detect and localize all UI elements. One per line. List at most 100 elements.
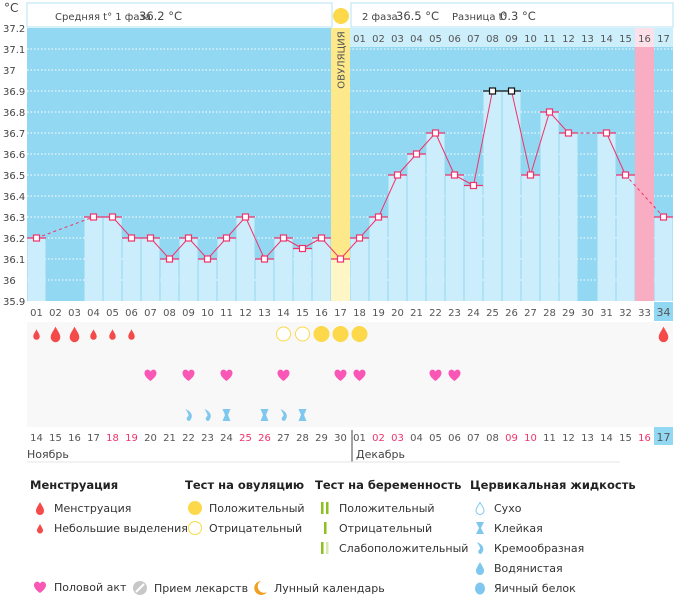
temperature-point — [526, 171, 535, 179]
temperature-bar — [597, 133, 616, 301]
legend-item: Небольшие выделения — [30, 518, 188, 538]
cycle-day-label: 07 — [144, 308, 157, 319]
temperature-bar — [122, 238, 141, 301]
phase2-day-strip — [350, 28, 673, 47]
y-tick-label: 36.7 — [3, 129, 25, 140]
date-label: 20 — [144, 433, 157, 444]
phase2-day-label: 14 — [600, 34, 613, 45]
legend-item: Менструация — [30, 498, 188, 518]
legend-item: Водянистая — [470, 558, 636, 578]
legend-label: Половой акт — [54, 580, 127, 594]
legend-label: Прием лекарств — [154, 581, 249, 595]
ovulation-test-negative-icon — [276, 326, 291, 342]
temperature-point — [488, 87, 497, 95]
temperature-point — [621, 171, 630, 179]
date-label: 11 — [543, 433, 556, 444]
legend-label: Положительный — [339, 501, 435, 515]
cycle-day-label: 27 — [524, 308, 537, 319]
temperature-bar — [293, 248, 312, 301]
diff-value: 0.3 °C — [500, 9, 536, 23]
cycle-day-label: 20 — [391, 308, 404, 319]
cycle-day-label: 29 — [562, 308, 575, 319]
ovulation-test-positive-icon — [351, 326, 368, 342]
sticky-icon — [470, 521, 490, 535]
legend-item: Положительный — [315, 498, 468, 518]
date-label: 28 — [296, 433, 309, 444]
ovulation-column — [331, 28, 350, 301]
temperature-point — [355, 234, 364, 242]
date-label: 22 — [182, 433, 195, 444]
phase2-day-label: 15 — [619, 34, 632, 45]
sticky-fluid-icon — [222, 409, 231, 421]
small-drop-icon — [33, 329, 40, 340]
temperature-line — [511, 90, 531, 176]
y-tick-label: 36.4 — [3, 192, 25, 203]
date-label: 14 — [30, 433, 43, 444]
legend-item: Клейкая — [470, 518, 636, 538]
creamy-fluid-icon — [204, 409, 211, 421]
legend-label: Лунный календарь — [274, 581, 385, 595]
sun-outline-icon — [185, 520, 205, 536]
blood-drop-icon — [69, 326, 80, 343]
date-label: 07 — [467, 433, 480, 444]
phase2-day-label: 03 — [391, 34, 404, 45]
temperature-bar — [369, 217, 388, 301]
temperature-point — [184, 234, 193, 242]
cycle-day-label: 14 — [277, 308, 290, 319]
temperature-line — [435, 132, 455, 176]
y-tick-label: 36.8 — [3, 108, 25, 119]
date-label: 27 — [277, 433, 290, 444]
temperature-bar — [217, 238, 236, 301]
legend-item: Отрицательный — [315, 518, 468, 538]
sticky-fluid-icon — [298, 409, 307, 421]
date-label: 06 — [448, 433, 461, 444]
phase2-day-label: 08 — [486, 34, 499, 45]
date-label: 12 — [562, 433, 575, 444]
date-label: 14 — [600, 433, 613, 444]
date-label: 19 — [125, 433, 138, 444]
temperature-point — [241, 213, 250, 221]
cycle-day-label: 25 — [486, 308, 499, 319]
temperature-bar — [388, 175, 407, 301]
legend-label: Клейкая — [494, 521, 543, 535]
phase2-day-label: 17 — [657, 34, 670, 45]
y-tick-label: 36.6 — [3, 150, 25, 161]
temperature-bar — [236, 217, 255, 301]
date-label: 02 — [372, 433, 385, 444]
legend-cervical: Цервикальная жидкость Сухо Клейкая Кремо… — [470, 478, 636, 598]
legend-menstruation: Менструация Менструация Небольшие выделе… — [30, 478, 188, 538]
legend-label: Кремообразная — [494, 541, 585, 555]
date-label: 13 — [581, 433, 594, 444]
heart-icon — [30, 580, 50, 594]
temperature-bar — [312, 238, 331, 301]
cycle-day-label: 06 — [125, 308, 138, 319]
temperature-point — [336, 255, 345, 263]
legend-medication: Прием лекарств — [130, 580, 248, 596]
small-drop-icon — [30, 523, 50, 534]
legend-item: Отрицательный — [185, 518, 305, 538]
temperature-point — [146, 234, 155, 242]
legend-ovulation-test: Тест на овуляцию Положительный Отрицател… — [185, 478, 305, 538]
moon-icon — [250, 580, 270, 596]
pill-icon — [130, 580, 150, 596]
date-label: 29 — [315, 433, 328, 444]
cycle-day-label: 30 — [581, 308, 594, 319]
temperature-line — [378, 174, 398, 218]
date-label: 08 — [486, 433, 499, 444]
y-tick-label: 36.5 — [3, 171, 25, 182]
date-label: 16 — [638, 433, 651, 444]
date-label: 09 — [505, 433, 518, 444]
y-tick-label: 37 — [3, 66, 16, 77]
date-label: 30 — [334, 433, 347, 444]
cycle-day-label: 12 — [239, 308, 252, 319]
date-label: 03 — [391, 433, 404, 444]
one-line-icon — [315, 521, 335, 535]
temperature-point — [108, 213, 117, 221]
sun-icon — [333, 8, 349, 24]
heart-icon — [353, 369, 366, 381]
phase2-day-label: 07 — [467, 34, 480, 45]
date-label: 04 — [410, 433, 423, 444]
legend-title: Тест на овуляцию — [185, 478, 305, 492]
date-label: 17 — [87, 433, 100, 444]
